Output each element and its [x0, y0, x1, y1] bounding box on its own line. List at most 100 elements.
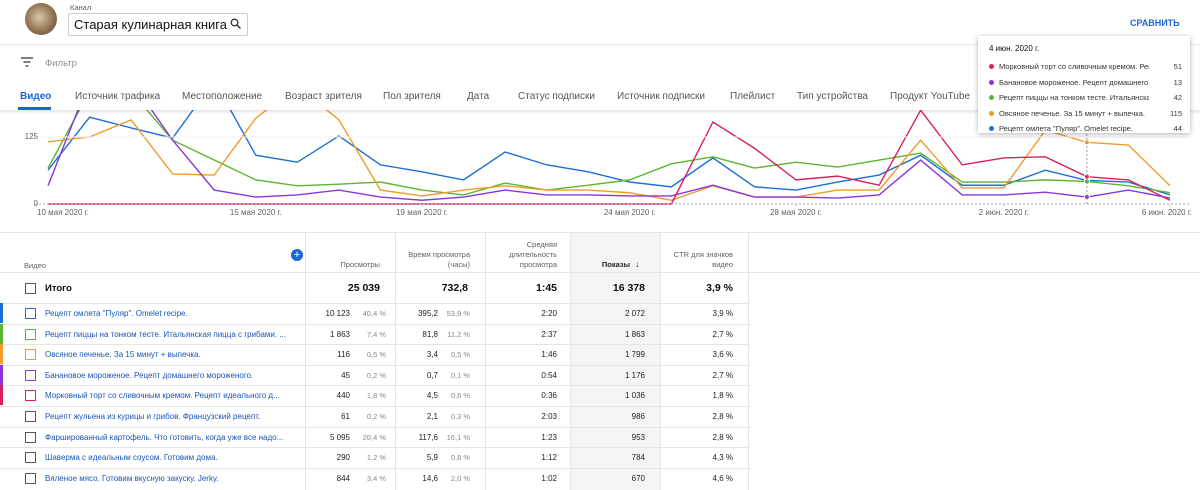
video-title[interactable]: Шаверма с идеальным соусом. Готовим дома… [45, 453, 218, 463]
value-cell: 3,4 [426, 350, 438, 360]
add-column-button[interactable]: + [291, 249, 303, 261]
hl [0, 364, 750, 366]
value-cell: 986 [631, 412, 645, 421]
column-header[interactable]: CTR для значков видео [673, 250, 733, 269]
search-icon[interactable] [230, 18, 241, 29]
checkbox[interactable] [25, 452, 36, 464]
series-line [47, 110, 1171, 196]
x-tick-label: 24 мая 2020 г. [604, 208, 656, 217]
value-cell: 0:36 [541, 391, 557, 401]
avatar[interactable] [25, 3, 57, 35]
percent-cell: 3,4 % [366, 473, 386, 483]
tooltip-value: 115 [1170, 108, 1182, 118]
tab[interactable]: Статус подписки [518, 91, 595, 102]
legend-dot [989, 126, 994, 131]
value-cell: 2,8 % [712, 412, 733, 421]
legend-dot [989, 110, 994, 116]
total-value: 1:45 [535, 282, 557, 294]
column-header[interactable]: Показы [601, 260, 630, 269]
video-title[interactable]: Рецепт омлета "Пуляр". Omelet recipe. [45, 309, 188, 318]
total-value: 16 378 [612, 282, 645, 294]
percent-cell: 7,4 % [366, 329, 386, 339]
value-cell: 5,9 [426, 453, 438, 463]
tooltip-value: 13 [1173, 77, 1182, 87]
value-cell: 1:23 [541, 432, 557, 442]
filter-input[interactable]: Фильтр [45, 58, 77, 69]
value-cell: 2,7 % [712, 370, 733, 380]
percent-cell: 0,5 % [366, 350, 386, 360]
checkbox[interactable] [25, 411, 36, 422]
total-value: 3,9 % [706, 282, 733, 294]
hl [0, 447, 750, 449]
column-header[interactable]: Просмотры [340, 260, 380, 269]
tab[interactable]: Продукт YouTube [890, 91, 971, 102]
percent-cell: 0,2 % [366, 370, 386, 380]
row-color-bar [0, 385, 3, 406]
video-title[interactable]: Рецепт пиццы на тонком тесте. Итальянска… [45, 329, 286, 339]
value-cell: 1 036 [624, 391, 645, 401]
checkbox[interactable] [25, 431, 36, 443]
tab[interactable]: Видео [20, 91, 52, 102]
channel-name: Старая кулинарная книга [74, 17, 227, 32]
value-cell: 81,8 [422, 329, 438, 339]
value-cell: 1 799 [624, 350, 645, 360]
value-cell: 953 [631, 432, 645, 442]
tab[interactable]: Дата [467, 91, 490, 102]
checkbox[interactable] [25, 369, 36, 381]
video-title[interactable]: Фаршированный картофель. Что готовить, к… [45, 432, 284, 442]
video-title[interactable]: Овсяное печенье. За 15 минут + выпечка. [45, 350, 201, 360]
tooltip-label: Банановое мороженое. Рецепт домашнего мо… [999, 77, 1149, 87]
tab[interactable]: Источник подписки [617, 91, 706, 102]
hl [0, 323, 750, 325]
video-title[interactable]: Банановое мороженое. Рецепт домашнего мо… [45, 370, 254, 380]
checkbox[interactable] [25, 283, 36, 294]
checkbox[interactable] [25, 308, 36, 319]
value-cell: 0:54 [541, 370, 557, 380]
tooltip-date: 4 июн. 2020 г. [989, 44, 1040, 53]
hl [0, 272, 1200, 273]
tab[interactable]: Тип устройства [797, 91, 868, 102]
value-cell: 2,7 % [712, 329, 733, 339]
x-tick-label: 6 июн. 2020 г. [1142, 208, 1192, 217]
column-header[interactable]: Время просмотра (часы) [408, 250, 470, 269]
value-cell: 3,9 % [712, 309, 733, 318]
tooltip-value: 42 [1173, 93, 1182, 102]
video-title[interactable]: Вяленое мясо. Готовим вкусную закуску. J… [45, 473, 219, 483]
checkbox[interactable] [25, 472, 36, 484]
tab[interactable]: Источник трафика [75, 91, 161, 102]
checkbox[interactable] [25, 390, 36, 402]
value-cell: 440 [336, 391, 350, 401]
legend-dot [989, 79, 994, 85]
checkbox[interactable] [25, 328, 36, 340]
video-title[interactable]: Морковный торт со сливочным кремом. Реце… [45, 391, 280, 401]
channel-selector[interactable] [68, 13, 248, 36]
value-cell: 1:46 [541, 350, 557, 360]
hl [0, 467, 750, 469]
value-cell: 10 123 [325, 309, 350, 318]
column-header[interactable]: Средняя длительность просмотра [509, 240, 557, 269]
tab[interactable]: Возраст зрителя [285, 91, 362, 102]
tab[interactable]: Плейлист [730, 91, 776, 102]
compare-button[interactable]: СРАВНИТЬ [1130, 18, 1180, 28]
value-cell: 2 072 [624, 309, 645, 318]
column-divider [305, 232, 306, 490]
value-cell: 2:37 [541, 329, 557, 339]
hl [0, 232, 1200, 233]
tab[interactable]: Местоположение [182, 91, 263, 102]
tab[interactable]: Пол зрителя [383, 91, 441, 102]
value-cell: 395,2 [417, 309, 438, 318]
tooltip: 4 июн. 2020 г. Морковный торт со сливочны… [978, 36, 1190, 133]
filter-icon[interactable] [21, 57, 33, 67]
tab-underline [18, 107, 51, 110]
checkbox[interactable] [25, 349, 36, 361]
value-cell: 61 [341, 412, 350, 421]
tooltip-label: Овсяное печенье. За 15 минут + выпечка. [999, 108, 1145, 118]
tooltip-value: 51 [1173, 62, 1182, 71]
percent-cell: 1,8 % [366, 391, 386, 401]
percent-cell: 11,2 % [447, 329, 470, 339]
value-cell: 1,8 % [712, 391, 733, 401]
value-cell: 1 863 [624, 329, 645, 339]
video-title[interactable]: Рецепт жульена из курицы и грибов. Франц… [45, 412, 261, 421]
value-cell: 2,1 [426, 412, 438, 421]
